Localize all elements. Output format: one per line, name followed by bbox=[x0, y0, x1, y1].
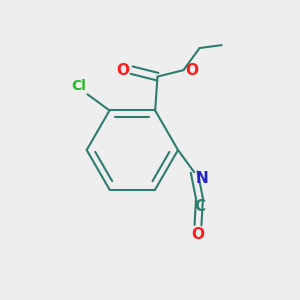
Text: O: O bbox=[191, 227, 205, 242]
Text: O: O bbox=[185, 63, 198, 78]
Text: O: O bbox=[116, 63, 129, 78]
Text: N: N bbox=[196, 172, 209, 187]
Text: C: C bbox=[194, 199, 205, 214]
Text: Cl: Cl bbox=[71, 79, 86, 93]
